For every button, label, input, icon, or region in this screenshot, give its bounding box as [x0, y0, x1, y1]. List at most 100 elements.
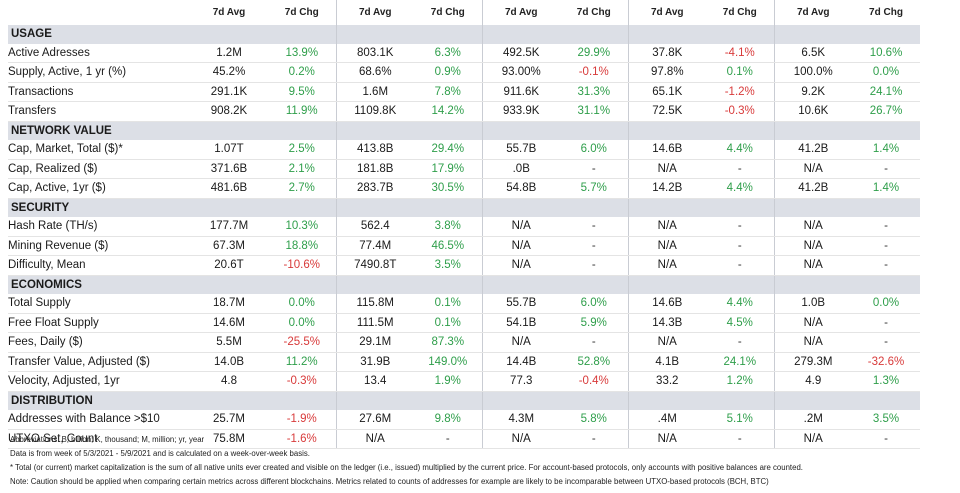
change-value-cell: -: [706, 236, 774, 256]
avg-value-cell: 37.8K: [627, 43, 706, 63]
avg-value-cell: 14.3B: [627, 313, 706, 333]
change-value-cell: 87.3%: [414, 332, 482, 353]
section-fill-cell: [852, 198, 920, 217]
change-value-cell: -: [852, 236, 920, 256]
section-fill-cell: [414, 25, 482, 44]
table-row: Transfer Value, Adjusted ($) 14.0B 11.2% 31…: [8, 352, 920, 372]
change-value-cell: 6.3%: [414, 43, 482, 63]
section-fill-cell: [481, 391, 560, 410]
change-value-cell: -1.6%: [268, 429, 336, 449]
avg-value-cell: 14.0B: [190, 352, 268, 372]
change-value-cell: 1.4%: [852, 178, 920, 199]
section-fill-cell: [190, 25, 268, 44]
change-value-cell: -: [560, 236, 628, 256]
change-value-cell: 31.1%: [560, 101, 628, 122]
table-row: Active Adresses 1.2M 13.9% 803.1K 6.3% 492.5K…: [8, 43, 920, 63]
section-fill-cell: [560, 198, 628, 217]
section-fill-cell: [560, 391, 628, 410]
table-row: Velocity, Adjusted, 1yr 4.8 -0.3% 13.4 1.9% 7…: [8, 371, 920, 392]
avg-value-cell: 933.9K: [481, 101, 560, 122]
change-value-cell: -: [560, 217, 628, 237]
change-value-cell: 0.1%: [414, 294, 482, 314]
avg-value-cell: N/A: [773, 236, 852, 256]
column-header-7d-chg: 7d Chg: [576, 7, 611, 18]
avg-value-cell: 93.00%: [481, 62, 560, 83]
section-header-row: ECONOMICS: [8, 275, 920, 294]
avg-value-cell: 115.8M: [335, 294, 414, 314]
change-value-cell: 11.9%: [268, 101, 336, 122]
table-row: Cap, Realized ($) 371.6B 2.1% 181.8B 17.9% .0…: [8, 159, 920, 179]
change-value-cell: 4.4%: [706, 294, 774, 314]
change-value-cell: 26.7%: [852, 101, 920, 122]
avg-value-cell: N/A: [773, 159, 852, 179]
avg-value-cell: N/A: [627, 332, 706, 353]
change-value-cell: 24.1%: [852, 82, 920, 102]
change-value-cell: 9.8%: [414, 410, 482, 430]
avg-value-cell: 67.3M: [190, 236, 268, 256]
change-value-cell: 6.0%: [560, 140, 628, 160]
section-fill-cell: [481, 121, 560, 140]
avg-value-cell: 72.5K: [627, 101, 706, 122]
column-header-7d-avg: 7d Avg: [335, 0, 414, 25]
change-value-cell: 0.0%: [852, 62, 920, 83]
avg-value-cell: 4.9: [773, 371, 852, 392]
column-header-7d-chg: 7d Chg: [430, 7, 465, 18]
change-value-cell: 11.2%: [268, 352, 336, 372]
change-value-cell: 10.6%: [852, 43, 920, 63]
section-fill-cell: [852, 391, 920, 410]
table-row: Transfers 908.2K 11.9% 1109.8K 14.2% 933.9K 31…: [8, 101, 920, 122]
avg-value-cell: 4.1B: [627, 352, 706, 372]
table-row: Supply, Active, 1 yr (%) 45.2% 0.2% 68.6% 0.…: [8, 62, 920, 83]
avg-value-cell: 33.2: [627, 371, 706, 392]
section-fill-cell: [481, 275, 560, 294]
table-row: Transactions 291.1K 9.5% 1.6M 7.8% 911.6K 31.3…: [8, 82, 920, 102]
change-value-cell: 6.0%: [560, 294, 628, 314]
table-row: Addresses with Balance >$10 25.7M -1.9% 27.…: [8, 410, 920, 430]
data-period-note: Data is from week of 5/3/2021 - 5/9/2021…: [10, 449, 310, 458]
change-value-cell: 1.4%: [852, 140, 920, 160]
section-fill-cell: [627, 198, 706, 217]
avg-value-cell: 9.2K: [773, 82, 852, 102]
metric-label: UTXO Set, Count: [8, 429, 190, 449]
change-value-cell: -0.1%: [560, 62, 628, 83]
avg-value-cell: 908.2K: [190, 101, 268, 122]
change-value-cell: -: [560, 159, 628, 179]
section-fill-cell: [852, 121, 920, 140]
section-header-row: SECURITY: [8, 198, 920, 217]
change-value-cell: 5.9%: [560, 313, 628, 333]
avg-value-cell: 6.5K: [773, 43, 852, 63]
avg-value-cell: 14.2B: [627, 178, 706, 199]
change-value-cell: 3.8%: [414, 217, 482, 237]
section-fill-cell: [560, 275, 628, 294]
avg-value-cell: 492.5K: [481, 43, 560, 63]
section-fill-cell: [773, 121, 852, 140]
section-fill-cell: [773, 275, 852, 294]
avg-value-cell: 481.6B: [190, 178, 268, 199]
change-value-cell: 18.8%: [268, 236, 336, 256]
change-value-cell: -: [852, 217, 920, 237]
column-header-7d-chg: 7d Chg: [869, 7, 903, 18]
avg-value-cell: 100.0%: [773, 62, 852, 83]
column-header-7d-chg: 7d Chg: [284, 7, 319, 18]
change-value-cell: 17.9%: [414, 159, 482, 179]
section-header-row: USAGE: [8, 25, 920, 44]
table-row: Cap, Active, 1yr ($) 481.6B 2.7% 283.7B 30.5…: [8, 178, 920, 199]
metrics-table: 7d Avg 7d Chg 7d Avg 7d Chg 7d Avg 7d Chg 7d A…: [8, 0, 920, 449]
change-value-cell: 1.3%: [852, 371, 920, 392]
avg-value-cell: 41.2B: [773, 178, 852, 199]
avg-value-cell: 4.8: [190, 371, 268, 392]
avg-value-cell: 283.7B: [335, 178, 414, 199]
avg-value-cell: 279.3M: [773, 352, 852, 372]
avg-value-cell: 291.1K: [190, 82, 268, 102]
avg-value-cell: 97.8%: [627, 62, 706, 83]
avg-value-cell: N/A: [773, 217, 852, 237]
section-fill-cell: [335, 275, 414, 294]
section-fill-cell: [706, 121, 774, 140]
change-value-cell: 31.3%: [560, 82, 628, 102]
section-fill-cell: [706, 275, 774, 294]
metric-label: Cap, Market, Total ($)*: [8, 140, 190, 160]
total-cap-footnote: * Total (or current) market capitalizati…: [10, 463, 803, 472]
change-value-cell: -0.3%: [706, 101, 774, 122]
section-fill-cell: [268, 25, 336, 44]
